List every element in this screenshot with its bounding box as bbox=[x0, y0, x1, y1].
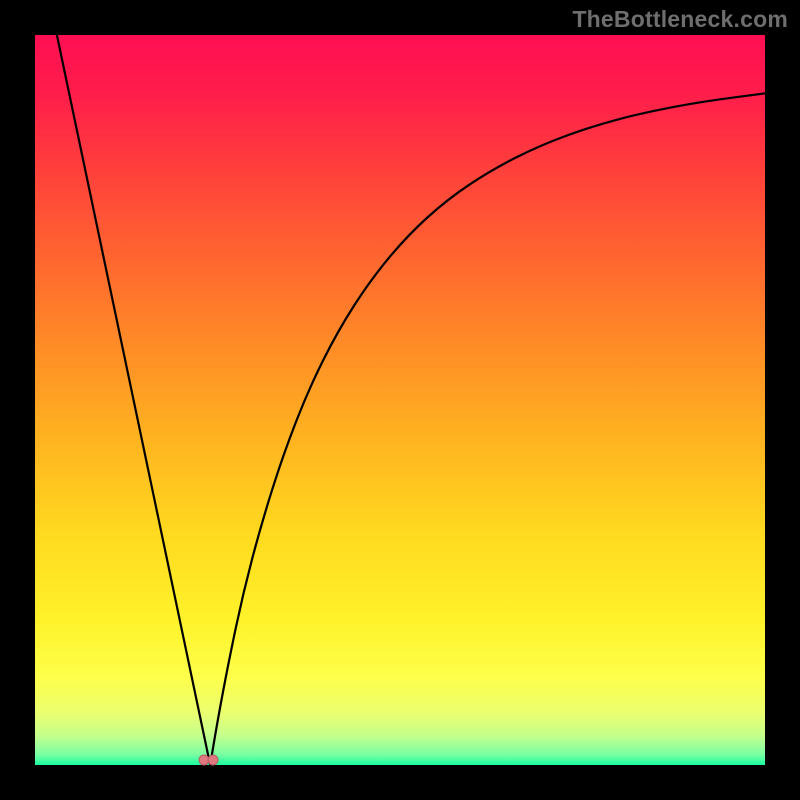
watermark-text: TheBottleneck.com bbox=[572, 6, 788, 33]
chart-container: TheBottleneck.com bbox=[0, 0, 800, 800]
scatter-marker bbox=[208, 754, 219, 765]
bottleneck-curve bbox=[57, 35, 765, 765]
plot-area bbox=[35, 35, 765, 765]
curve-svg bbox=[35, 35, 765, 765]
